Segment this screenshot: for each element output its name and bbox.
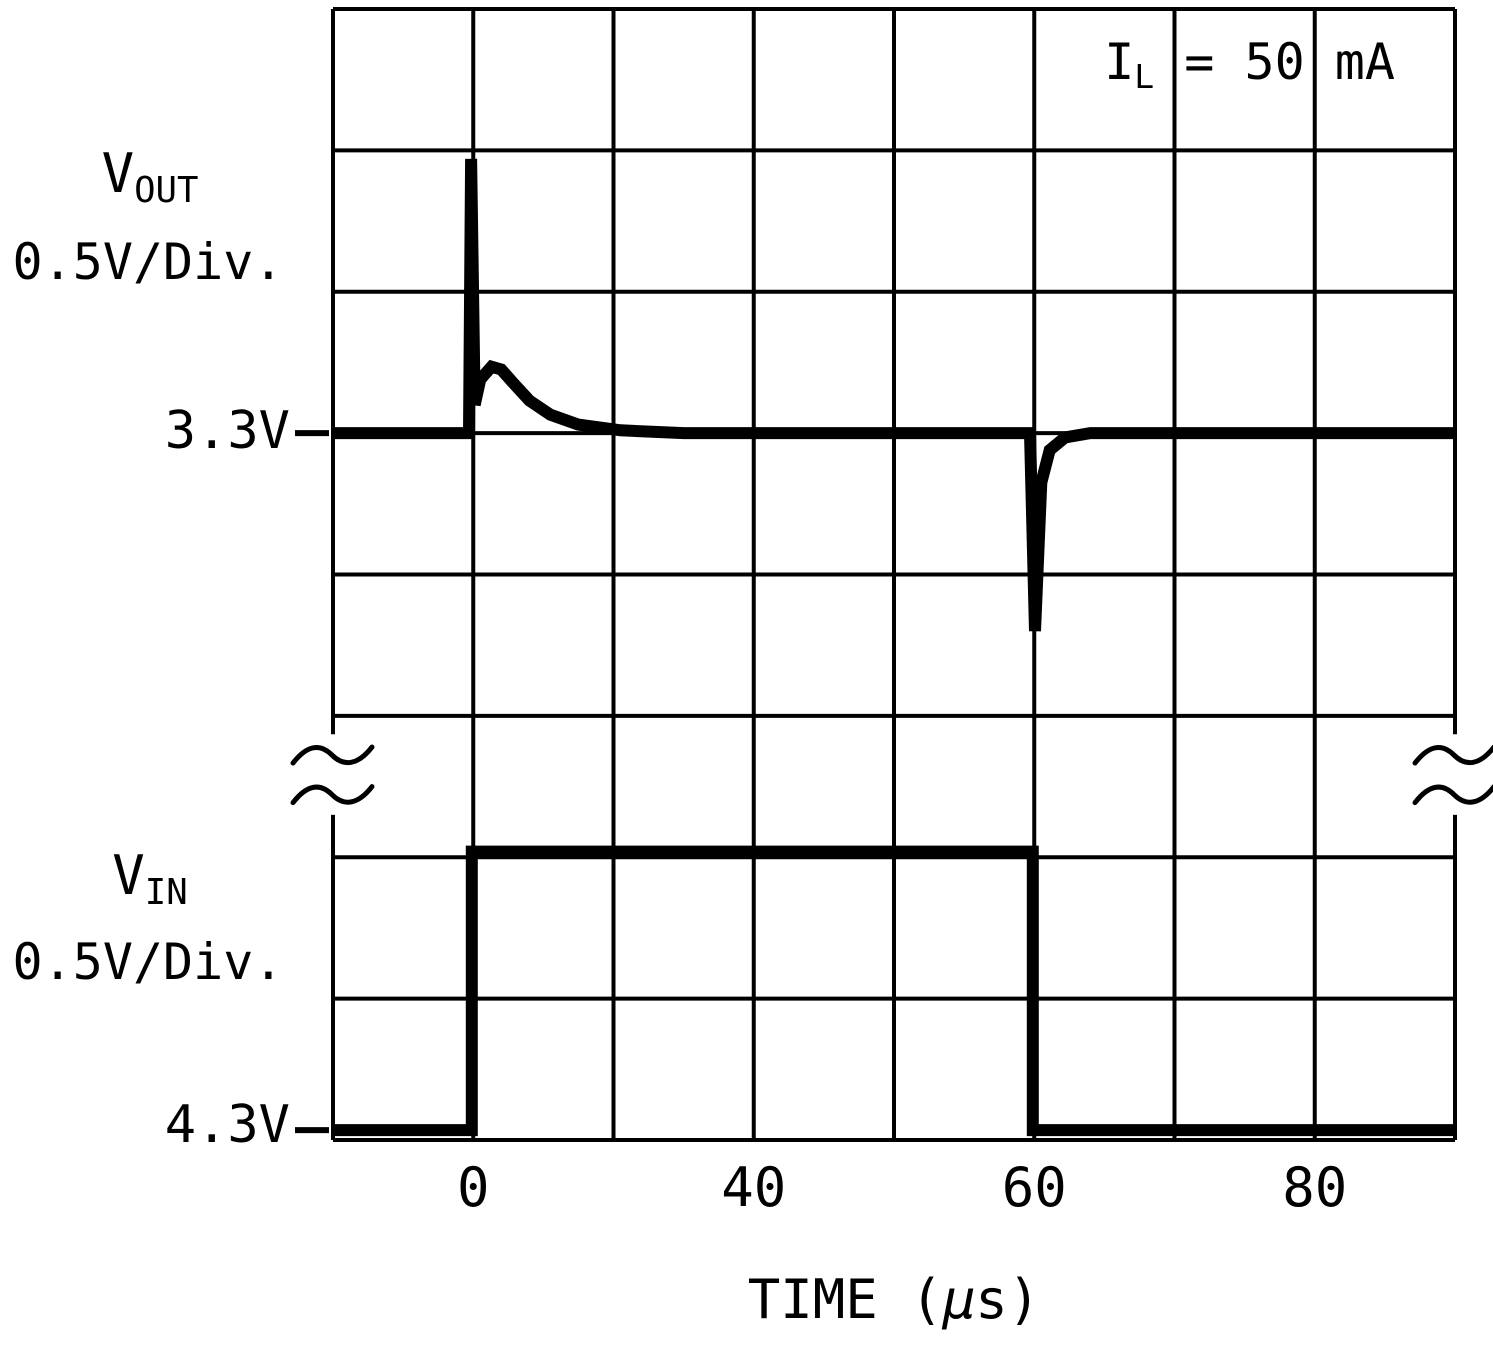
trace-vout	[333, 158, 1455, 632]
x-axis-title: TIME (μs)	[333, 1271, 1455, 1329]
vin-scale-label: 0.5V/Div.	[12, 933, 284, 991]
trace-vin	[333, 845, 1455, 1137]
vout-label-main: V	[101, 142, 135, 205]
vout-trace-label: VOUT	[10, 145, 290, 211]
vout-label-sub: OUT	[134, 169, 199, 211]
load-current-annotation: IL = 50 mA	[1005, 36, 1395, 95]
annotation-main: I	[1104, 33, 1135, 91]
baseline-ticks	[295, 430, 329, 1134]
vin-label-main: V	[112, 844, 145, 907]
mu-symbol: μ	[942, 1268, 976, 1331]
vout-scale-label: 0.5V/Div.	[12, 233, 284, 291]
x-tick-label-80: 80	[1282, 1156, 1348, 1219]
annotation-sub: L	[1134, 57, 1155, 97]
grid-lines	[331, 7, 1457, 1142]
x-axis-title-post: s)	[975, 1268, 1041, 1331]
annotation-rest: = 50 mA	[1154, 33, 1395, 91]
vin-baseline-label: 4.3V	[164, 1095, 290, 1155]
x-tick-label-0: 0	[456, 1156, 490, 1219]
x-tick-label-60: 60	[1001, 1156, 1067, 1219]
vout-baseline-label: 3.3V	[164, 401, 290, 461]
vin-label-sub: IN	[144, 871, 188, 913]
x-axis-title-pre: TIME (	[747, 1268, 943, 1331]
x-tick-label-40: 40	[721, 1156, 787, 1219]
vin-trace-label: VIN	[10, 847, 290, 913]
axis-break-marks	[290, 734, 1493, 815]
